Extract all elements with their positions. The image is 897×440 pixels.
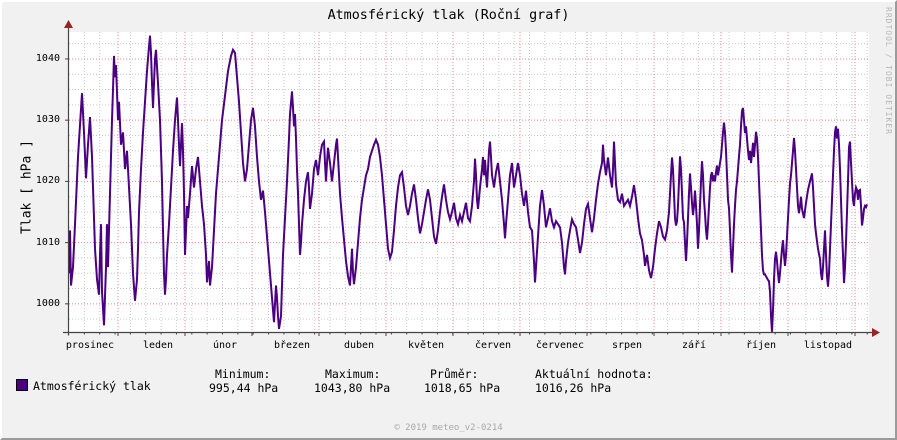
y-tick-label: 1030 <box>35 114 60 126</box>
x-month-label: prosinec <box>65 340 115 351</box>
x-month-label: červenec <box>535 340 585 351</box>
stat-maximum-label: Maximum: <box>325 367 381 381</box>
x-month-label: březen <box>273 340 311 351</box>
y-tick-label: 1020 <box>35 175 60 187</box>
y-tick-label: 1000 <box>35 297 60 309</box>
y-tick-label: 1040 <box>35 52 60 64</box>
stat-current-value: 1016,26 hPa <box>535 381 612 395</box>
x-month-label: listopad <box>803 340 853 351</box>
legend-color-swatch <box>16 379 28 391</box>
x-month-label: leden <box>142 340 174 351</box>
y-tick-label: 1010 <box>35 236 60 248</box>
pressure-line <box>68 35 868 332</box>
x-axis-arrow <box>872 328 880 337</box>
stat-average-value: 1018,65 hPa <box>424 381 501 395</box>
stat-minimum-label: Minimum: <box>215 367 271 381</box>
stat-average-label: Průměr: <box>430 367 479 381</box>
x-month-label: červen <box>474 340 512 351</box>
x-month-label: září <box>681 340 707 351</box>
rrdtool-watermark: RRDTOOL / TOBI OETIKER <box>884 7 893 135</box>
x-month-label: srpen <box>611 340 643 351</box>
legend-label: Atmosférický tlak <box>33 379 151 393</box>
x-month-label: květen <box>407 340 445 351</box>
graph-title: Atmosférický tlak (Roční graf) <box>327 8 570 23</box>
y-axis-arrow <box>64 20 73 28</box>
stat-current-label: Aktuální hodnota: <box>535 367 653 381</box>
stat-minimum-value: 995,44 hPa <box>209 381 279 395</box>
x-month-label: duben <box>343 340 375 351</box>
x-month-label: únor <box>212 340 238 351</box>
stat-maximum-value: 1043,80 hPa <box>314 381 391 395</box>
x-month-label: říjen <box>745 340 777 351</box>
footer-credit: © 2019 meteo_v2-0214 <box>394 423 503 433</box>
plot-canvas <box>69 32 869 332</box>
